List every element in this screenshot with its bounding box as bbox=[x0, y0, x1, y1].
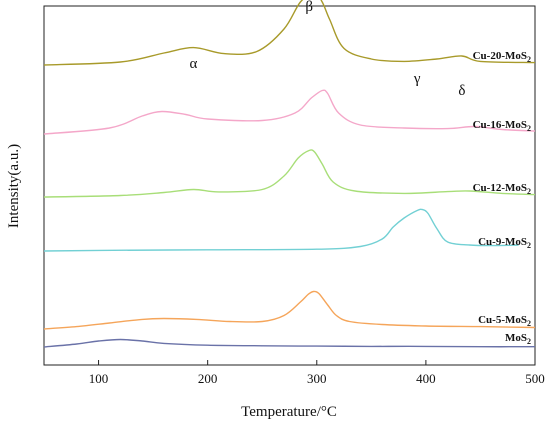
series-labels: MoS2Cu-5-MoS2Cu-9-MoS2Cu-12-MoS2Cu-16-Mo… bbox=[473, 50, 531, 346]
series-label-subscript: 2 bbox=[527, 241, 531, 250]
series-label-main: Cu-12-MoS bbox=[473, 182, 527, 194]
series-label-cu-9-mos2: Cu-9-MoS2 bbox=[478, 236, 531, 250]
y-axis-label: Intensity(a.u.) bbox=[6, 144, 22, 228]
series-label-main: Cu-16-MoS bbox=[473, 119, 527, 131]
series-label-mos2: MoS2 bbox=[505, 332, 531, 346]
plot-frame bbox=[43, 5, 536, 366]
series-label-subscript: 2 bbox=[527, 55, 531, 64]
x-tick-label: 400 bbox=[416, 371, 436, 386]
x-tick-label: 200 bbox=[198, 371, 218, 386]
x-tick-label: 500 bbox=[525, 371, 545, 386]
series-lines bbox=[43, 0, 536, 348]
series-label-main: Cu-5-MoS bbox=[478, 314, 527, 326]
series-line-mos2 bbox=[43, 338, 536, 348]
series-label-cu-20-mos2: Cu-20-MoS2 bbox=[473, 50, 531, 64]
series-line-cu-20-mos2 bbox=[43, 0, 536, 66]
peak-label: δ bbox=[458, 83, 465, 99]
x-axis-label: Temperature/°C bbox=[241, 404, 337, 420]
series-label-main: MoS bbox=[505, 332, 527, 344]
series-label-subscript: 2 bbox=[527, 124, 531, 133]
series-line-cu-5-mos2 bbox=[43, 290, 536, 330]
series-label-main: Cu-9-MoS bbox=[478, 236, 527, 248]
series-label-subscript: 2 bbox=[527, 187, 531, 196]
series-line-cu-16-mos2 bbox=[43, 89, 536, 135]
series-line-cu-9-mos2 bbox=[43, 208, 519, 252]
peak-label: β bbox=[305, 0, 313, 15]
series-label-subscript: 2 bbox=[527, 319, 531, 328]
series-label-subscript: 2 bbox=[527, 337, 531, 346]
peak-label: γ bbox=[413, 71, 421, 87]
peak-label: α bbox=[190, 56, 198, 72]
peak-labels: α β γ δ bbox=[190, 0, 466, 99]
series-label-cu-5-mos2: Cu-5-MoS2 bbox=[478, 314, 531, 328]
x-tick-label: 300 bbox=[307, 371, 327, 386]
series-line-cu-12-mos2 bbox=[43, 149, 536, 198]
series-label-cu-12-mos2: Cu-12-MoS2 bbox=[473, 182, 531, 196]
series-label-main: Cu-20-MoS bbox=[473, 50, 527, 62]
series-label-cu-16-mos2: Cu-16-MoS2 bbox=[473, 119, 531, 133]
x-tick-label: 100 bbox=[89, 371, 109, 386]
x-axis-ticks: 100 200 300 400 500 bbox=[89, 360, 545, 386]
